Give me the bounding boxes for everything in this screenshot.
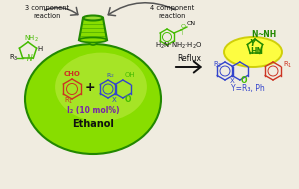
Text: O: O <box>125 95 131 104</box>
Text: N: N <box>251 30 257 39</box>
Text: I₂ (10 mol%): I₂ (10 mol%) <box>67 106 119 115</box>
Text: CHO: CHO <box>64 71 81 77</box>
Ellipse shape <box>79 37 107 43</box>
Text: 4 component
reaction: 4 component reaction <box>150 5 194 19</box>
FancyArrowPatch shape <box>45 7 78 15</box>
FancyArrowPatch shape <box>176 61 201 73</box>
Text: N: N <box>27 54 33 63</box>
Text: OH: OH <box>125 72 135 78</box>
Text: Y: Y <box>249 39 256 47</box>
Polygon shape <box>79 18 107 40</box>
Ellipse shape <box>83 15 103 20</box>
Text: X: X <box>230 78 235 84</box>
Text: H$_2$N$\cdot$NH$_2$$\cdot$H$_2$O: H$_2$N$\cdot$NH$_2$$\cdot$H$_2$O <box>155 41 203 51</box>
Text: +: + <box>85 81 95 94</box>
Text: R$_2$: R$_2$ <box>213 60 222 70</box>
Text: Ethanol: Ethanol <box>72 119 114 129</box>
Ellipse shape <box>55 53 147 121</box>
Text: H: H <box>38 46 43 52</box>
Text: Y=R₃, Ph: Y=R₃, Ph <box>231 84 265 93</box>
Ellipse shape <box>25 44 161 154</box>
FancyArrowPatch shape <box>108 3 176 16</box>
Text: R$_1$: R$_1$ <box>64 96 74 106</box>
Text: O: O <box>181 24 186 29</box>
Text: CN: CN <box>187 21 196 26</box>
Text: 3 component
reaction: 3 component reaction <box>25 5 69 19</box>
Text: ~NH: ~NH <box>257 30 276 39</box>
Text: O: O <box>241 76 247 85</box>
Text: R$_2$: R$_2$ <box>106 71 115 80</box>
Text: HN: HN <box>251 47 264 57</box>
Ellipse shape <box>89 39 97 45</box>
Text: R$_3$: R$_3$ <box>9 53 18 64</box>
Text: R$_1$: R$_1$ <box>283 60 292 70</box>
Text: X: X <box>112 97 117 103</box>
Text: Reflux: Reflux <box>177 54 201 63</box>
Ellipse shape <box>224 37 282 67</box>
Text: NH$_2$: NH$_2$ <box>24 34 39 44</box>
